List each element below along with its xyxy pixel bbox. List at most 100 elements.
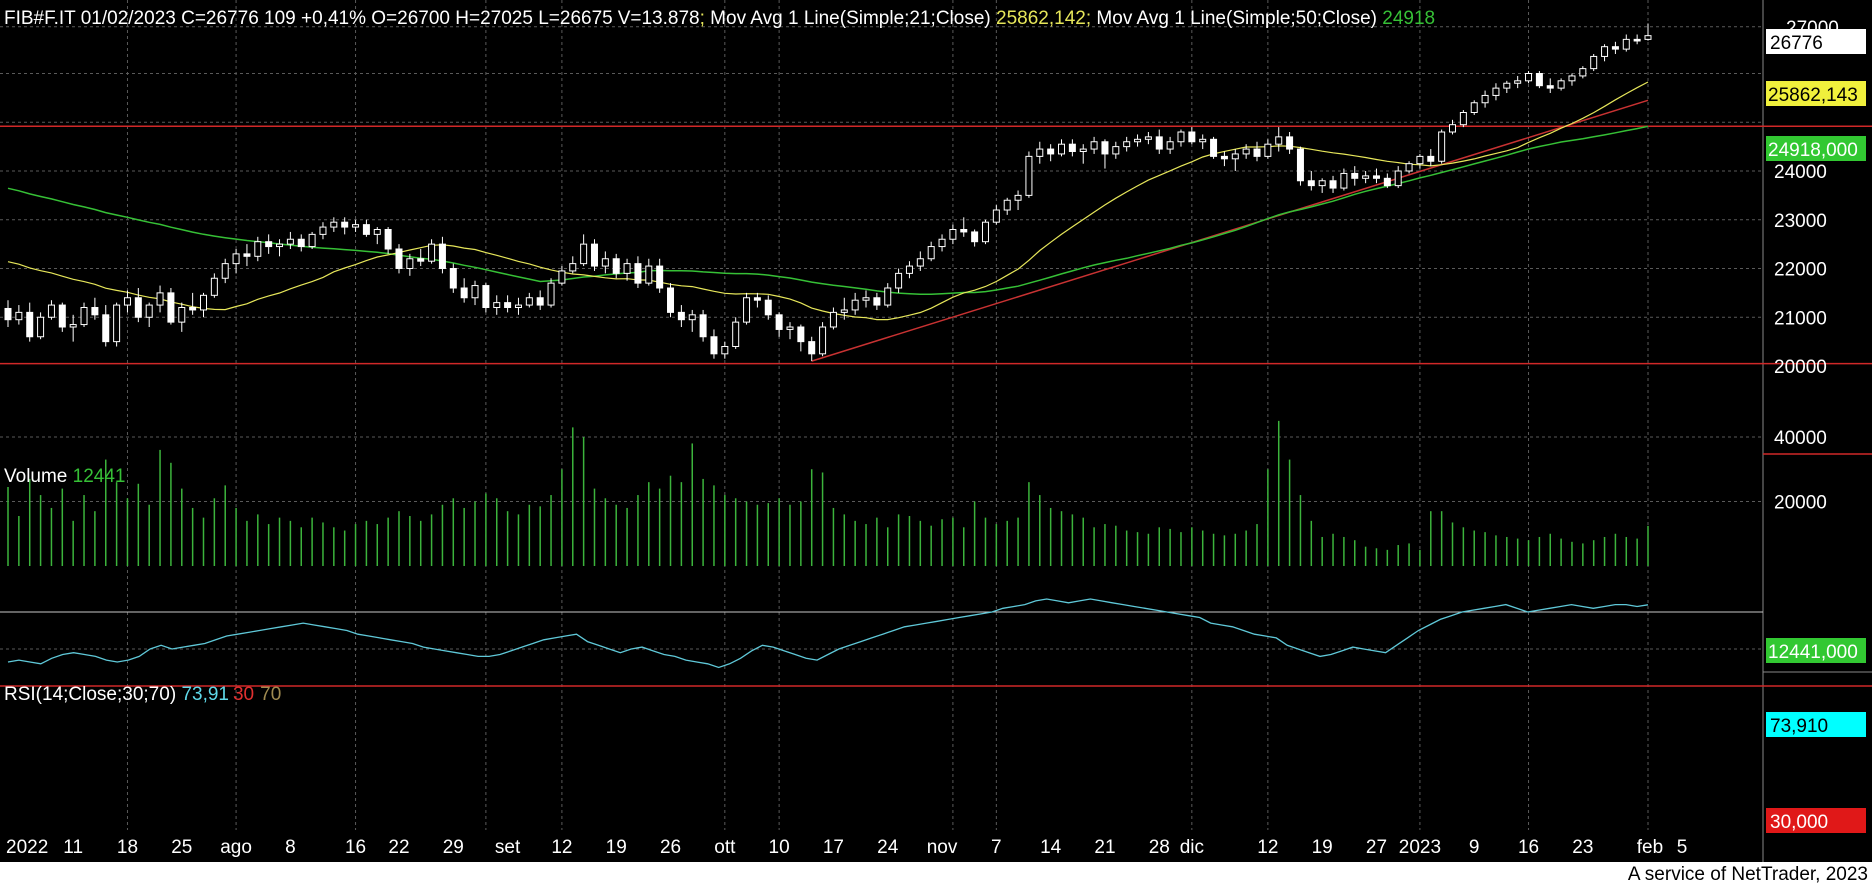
candle [916, 251, 924, 271]
candle-body-down [677, 311, 685, 321]
candle [1210, 136, 1218, 159]
candle [808, 336, 816, 362]
candle-body-up [949, 229, 957, 240]
candle [1307, 171, 1315, 191]
candle [732, 317, 740, 349]
candle [971, 229, 979, 247]
candle-body-down [699, 314, 707, 338]
candle [938, 234, 946, 252]
candle [15, 305, 23, 325]
candle [1003, 197, 1011, 215]
grid-lines [0, 0, 1763, 830]
candle-body-up [1166, 141, 1174, 150]
candle [460, 278, 468, 303]
candle-body-down [775, 314, 783, 330]
candle-body-up [145, 304, 153, 318]
candle-body-down [1546, 85, 1554, 89]
candle-body-down [1286, 136, 1294, 150]
candle [1296, 146, 1304, 186]
candle [1579, 66, 1587, 79]
date-tick-label: 12 [551, 837, 572, 858]
rsi-legend: RSI(14;Close;30;70) 73,91 30 70 [4, 684, 281, 705]
candle [895, 268, 903, 293]
candle [1405, 161, 1413, 174]
candle [1601, 44, 1609, 62]
candle [873, 292, 881, 310]
candle-body-up [254, 241, 262, 257]
candle-body-down [753, 297, 761, 301]
candle-body-down [1427, 155, 1435, 162]
candle-body-up [308, 233, 316, 248]
candle [1155, 129, 1163, 154]
candle-body-down [460, 287, 468, 299]
candle [547, 278, 555, 308]
candle-body-up [1438, 131, 1446, 162]
candle [623, 258, 631, 281]
candle-body-down [167, 292, 175, 323]
candle-body-up [1144, 136, 1152, 140]
candle [1177, 129, 1185, 147]
candle [134, 288, 142, 323]
candle-body-down [449, 268, 457, 289]
candle [992, 205, 1000, 225]
candle-body-up [1405, 163, 1413, 172]
candle-body-up [1394, 170, 1402, 187]
candle-body-up [1318, 180, 1326, 187]
candle-body-down [1383, 177, 1391, 187]
candle-body-up [1449, 124, 1457, 133]
candle [1622, 34, 1630, 52]
rsi-legend-label: RSI(14;Close;30;70) [4, 684, 176, 705]
candle [428, 239, 436, 264]
candle-body-down [590, 243, 598, 267]
candle [286, 231, 294, 249]
candle [1481, 90, 1489, 108]
candle [1416, 153, 1424, 169]
candle [254, 236, 262, 262]
candle-body-up [1644, 35, 1652, 40]
candle [4, 300, 12, 327]
candle-body-up [1470, 102, 1478, 113]
candle-body-up [1514, 80, 1522, 84]
trend-line[interactable] [811, 99, 1649, 362]
candle [590, 239, 598, 271]
candle [1253, 141, 1261, 162]
date-tick-label: 28 [1149, 837, 1170, 858]
date-tick-label: 27 [1366, 837, 1387, 858]
candle-body-down [536, 297, 544, 306]
rsi-lower-tag-text: 30,000 [1770, 812, 1828, 833]
candle [265, 234, 273, 254]
candle [851, 292, 859, 315]
quote-high: H=27025 [455, 8, 533, 29]
candle [80, 302, 88, 327]
candle [297, 234, 305, 252]
candle [1535, 71, 1543, 89]
candle-body-up [15, 311, 23, 321]
candle-body-up [786, 326, 794, 330]
candle [58, 302, 66, 332]
candle-body-up [525, 297, 533, 306]
candle [1340, 168, 1348, 191]
candle [1362, 171, 1370, 184]
candle-body-down [1155, 136, 1163, 150]
candle [243, 244, 251, 267]
candle-body-up [1199, 138, 1207, 143]
candle [156, 285, 164, 313]
candle-body-up [1079, 148, 1087, 152]
footer-credit: A service of NetTrader, 2023 [1627, 864, 1868, 885]
candle [569, 256, 577, 274]
date-tick-label: feb [1637, 837, 1663, 858]
symbol: FIB#F.IT [4, 8, 76, 29]
price-tick-label: 23000 [1774, 211, 1827, 232]
candle [1047, 144, 1055, 162]
candle-body-up [514, 304, 522, 308]
candle-body-up [884, 287, 892, 306]
date-tick-label: 23 [1572, 837, 1593, 858]
candle-body-up [623, 263, 631, 274]
candle-body-up [221, 263, 229, 279]
date-tick-label: 29 [443, 837, 464, 858]
candle-body-down [710, 336, 718, 355]
candle-body-up [1525, 73, 1533, 82]
candle [884, 283, 892, 308]
